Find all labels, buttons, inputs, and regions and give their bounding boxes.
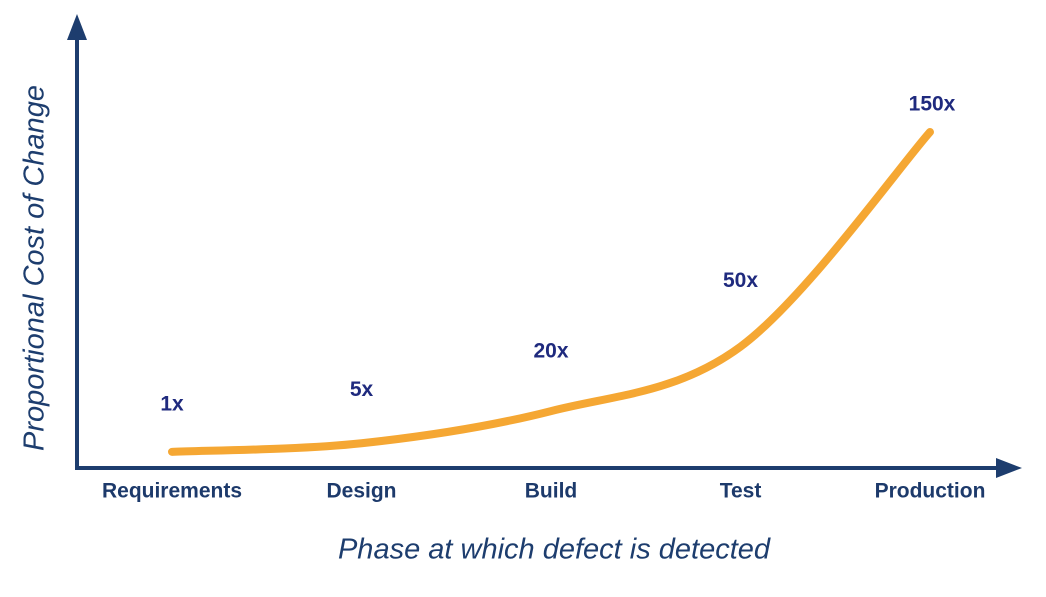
value-label: 50x [723, 269, 758, 292]
value-label: 1x [160, 392, 184, 415]
x-tick-label: Test [720, 480, 762, 503]
x-axis-title: Phase at which defect is detected [338, 534, 771, 566]
value-label: 20x [533, 340, 568, 363]
x-tick-label: Requirements [102, 480, 242, 503]
y-axis-title: Proportional Cost of Change [19, 85, 51, 451]
cost-curve [168, 128, 934, 456]
value-label: 150x [909, 93, 956, 116]
x-tick-label: Build [525, 480, 578, 503]
y-axis-arrow [67, 14, 87, 40]
value-label: 5x [350, 378, 374, 401]
x-tick-label: Design [326, 480, 396, 503]
x-tick-label: Production [875, 480, 986, 503]
x-axis-arrow [996, 458, 1022, 478]
